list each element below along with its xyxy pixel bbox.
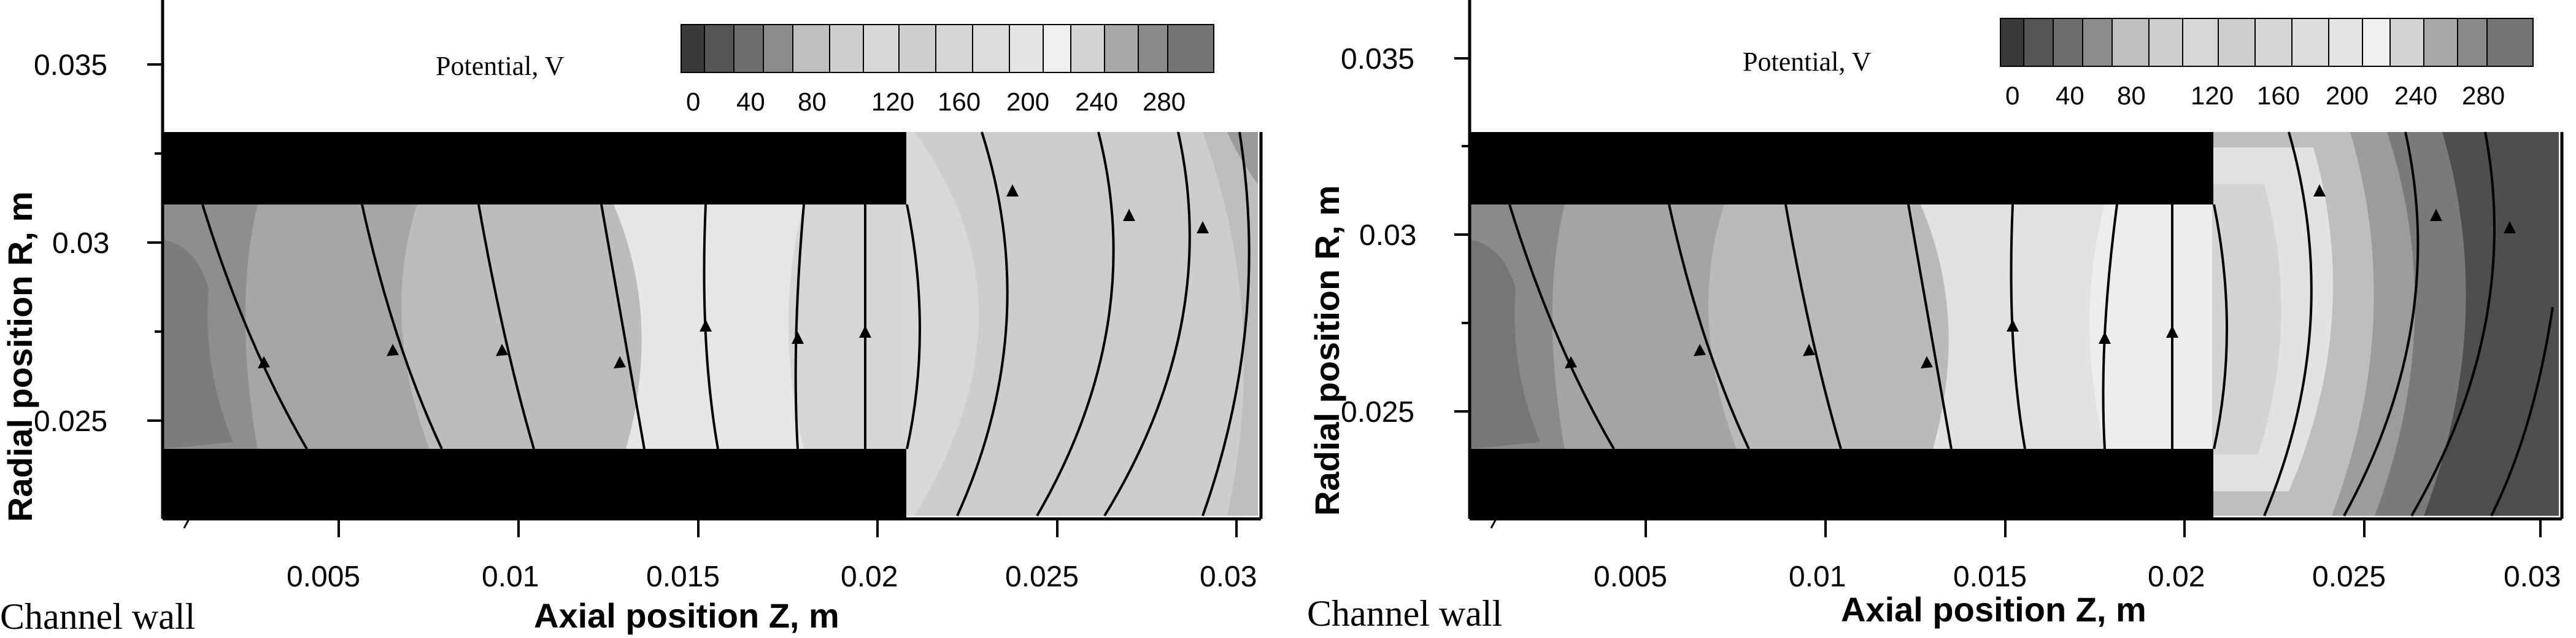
left-y-axis-title: Radial position R, m [1, 191, 39, 522]
left-field-arrows [258, 184, 1209, 368]
right-axes [1468, 0, 2564, 521]
right-legend-tick-label: 80 [2117, 81, 2146, 110]
right-x-tick-label: 0.005 [1594, 561, 1667, 593]
right-panel: 0.035 0.03 0.025 0.005 0.01 0.015 0.02 0… [1307, 0, 2576, 638]
left-x-tick-label: 0.03 [1200, 561, 1257, 593]
left-contour-plot: 0.035 0.03 0.025 0.005 0.01 0.015 0.02 0… [34, 0, 1263, 593]
right-y-tick-label: 0.035 [1341, 43, 1414, 76]
left-y-tick-label: 0.03 [52, 227, 109, 260]
right-x-tick-label: 0.015 [1953, 561, 2027, 593]
left-potential-contours [163, 132, 1258, 516]
right-y-tick-label: 0.03 [1359, 219, 1416, 252]
left-legend-tick-label: 0 [686, 87, 700, 116]
right-legend-tick-label: 40 [2056, 81, 2084, 110]
right-annotation-leader [1490, 494, 1511, 529]
left-channel-wall-label: Channel wall [0, 596, 196, 637]
left-x-tick-label: 0.005 [287, 561, 360, 593]
right-x-ticks [1645, 519, 2542, 537]
left-axes [161, 0, 1263, 521]
left-x-tick-label: 0.025 [1005, 561, 1079, 593]
right-x-tick-label: 0.025 [2312, 561, 2386, 593]
right-legend-tick-label: 280 [2462, 81, 2505, 110]
left-x-axis-title: Axial position Z, m [534, 596, 839, 635]
left-panel: 0.035 0.03 0.025 0.005 0.01 0.015 0.02 0… [0, 0, 1263, 637]
left-y-ticks [147, 63, 163, 422]
right-x-tick-label: 0.01 [1789, 561, 1846, 593]
left-y-tick-label: 0.025 [34, 405, 107, 438]
left-legend-tick-label: 80 [798, 87, 827, 116]
left-legend-tick-label: 200 [1006, 87, 1049, 116]
left-y-tick-label: 0.035 [34, 49, 107, 82]
left-legend-colorbar [681, 24, 1214, 73]
right-legend-tick-label: 200 [2326, 81, 2369, 110]
right-outer-wall [1470, 132, 2213, 204]
right-x-axis-title: Axial position Z, m [1841, 590, 2146, 629]
left-x-tick-label: 0.01 [482, 561, 539, 593]
left-legend-tick-label: 40 [736, 87, 765, 116]
left-x-tick-label: 0.02 [841, 561, 898, 593]
left-inner-wall [163, 449, 906, 518]
right-x-tick-label: 0.03 [2504, 561, 2561, 593]
right-legend-tick-label: 160 [2257, 81, 2300, 110]
right-x-tick-label: 0.02 [2148, 561, 2205, 593]
right-contour-plot: 0.035 0.03 0.025 0.005 0.01 0.015 0.02 0… [1341, 0, 2564, 593]
left-outer-wall [163, 132, 906, 204]
right-y-axis-title: Radial position R, m [1308, 185, 1346, 516]
right-legend-tick-label: 0 [2005, 81, 2019, 110]
left-legend-tick-label: 120 [871, 87, 914, 116]
right-y-tick-label: 0.025 [1341, 396, 1414, 429]
left-legend-title: Potential, V [436, 51, 565, 81]
right-legend-tick-label: 240 [2394, 81, 2437, 110]
left-legend-tick-label: 240 [1075, 87, 1118, 116]
right-field-arrows [1565, 184, 2516, 368]
left-legend-tick-label: 280 [1143, 87, 1186, 116]
right-channel-wall-label: Channel wall [1307, 593, 1503, 634]
right-y-ticks [1454, 57, 1470, 413]
left-x-tick-label: 0.015 [646, 561, 720, 593]
left-annotation-leader [183, 494, 204, 529]
right-inner-wall [1470, 449, 2213, 518]
right-legend-title: Potential, V [1743, 47, 1872, 77]
left-x-ticks [337, 519, 1238, 537]
right-potential-contours [1470, 132, 2559, 516]
right-legend-tick-label: 120 [2191, 81, 2234, 110]
right-legend-colorbar [2000, 18, 2534, 67]
left-legend-tick-label: 160 [938, 87, 981, 116]
